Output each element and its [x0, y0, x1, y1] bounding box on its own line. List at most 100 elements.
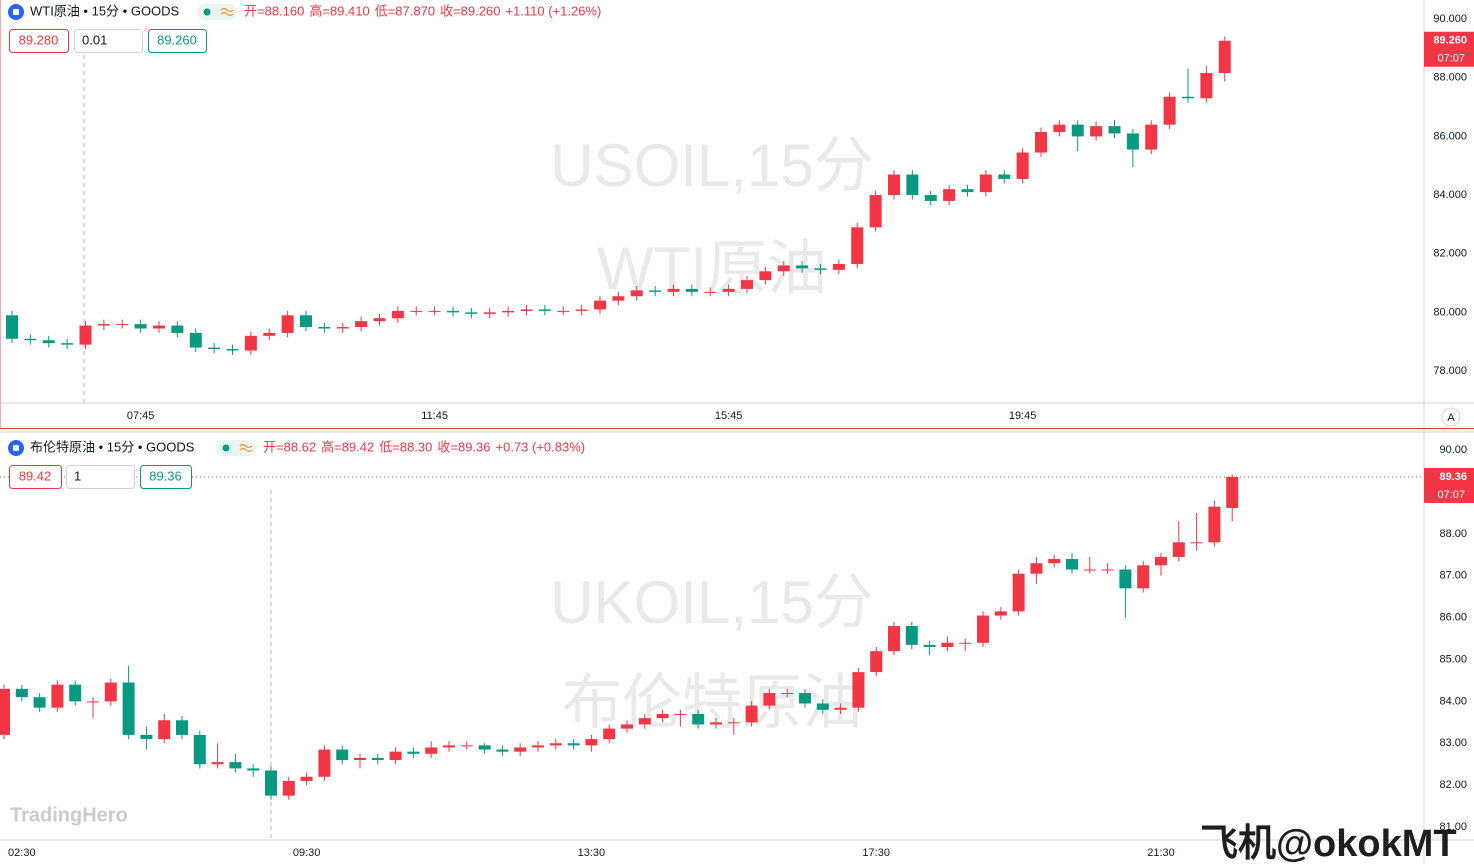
candle-body [674, 713, 687, 715]
candle-body [567, 743, 580, 746]
candle-body [410, 310, 423, 312]
x-tick-label: 21:30 [1147, 847, 1175, 859]
candle-body [832, 263, 845, 270]
candle-body [226, 349, 239, 351]
candle-body [538, 309, 551, 311]
candle-body [941, 642, 954, 647]
ohlc-value: 低=88.30 [379, 439, 432, 454]
candle-body [51, 684, 64, 708]
candle-body [140, 734, 153, 740]
candle-body [116, 324, 129, 326]
order-sell-label[interactable]: 89.42 [19, 468, 52, 483]
candle-body [6, 315, 18, 339]
order-buy-label[interactable]: 89.36 [149, 468, 182, 483]
candle-body [318, 327, 331, 329]
candle-body [465, 312, 478, 314]
x-tick-label: 19:45 [1009, 410, 1037, 422]
status-wave [220, 7, 234, 17]
candle-body [447, 310, 459, 313]
candle-body [1053, 124, 1066, 132]
candle-body [211, 762, 224, 765]
candle-body [1208, 506, 1221, 543]
candle-body [638, 718, 651, 725]
candle-body [104, 682, 117, 702]
candle-body [336, 749, 349, 761]
last-price-box [1424, 31, 1474, 67]
symbol-title: WTI原油 • 15分 • GOODS [30, 3, 180, 18]
ohlc-value: +1.110 (+1.26%) [505, 3, 601, 18]
watermark: UKOIL,15分 [550, 569, 873, 636]
order-qty-label[interactable]: 1 [74, 468, 81, 483]
y-tick-label: 85.00 [1439, 653, 1467, 665]
order-qty-label[interactable]: 0.01 [82, 32, 107, 47]
candle-body [153, 325, 165, 329]
candle-body [318, 749, 331, 777]
candle-body [557, 310, 570, 312]
candle-body [814, 268, 827, 270]
candle-body [979, 174, 992, 193]
symbol-title: 布伦特原油 • 15分 • GOODS [30, 439, 195, 454]
candle-body [520, 309, 533, 311]
candle-body [371, 757, 384, 761]
candle-body [281, 315, 294, 333]
candle-body [1145, 124, 1158, 150]
order-qty-box[interactable] [74, 29, 143, 53]
y-tick-label: 88.00 [1439, 528, 1467, 540]
candle-body [888, 174, 900, 196]
order-buy-label[interactable]: 89.260 [157, 32, 197, 47]
candle-body [621, 724, 633, 729]
candle-body [69, 684, 82, 702]
ohlc-value: +0.73 (+0.83%) [496, 439, 586, 454]
order-qty-box[interactable] [66, 465, 135, 489]
symbol-icon-inner [13, 445, 19, 451]
watermark: USOIL,15分 [550, 132, 873, 199]
candle-body [483, 312, 496, 314]
y-tick-label: 78.000 [1433, 365, 1467, 377]
ohlc-value: 开=88.62 [263, 439, 316, 454]
candle-body [1016, 152, 1029, 179]
candle-body [502, 310, 515, 313]
order-buy-box[interactable] [140, 465, 192, 489]
candle-body [265, 770, 277, 796]
candle-body [15, 688, 28, 698]
candle-body [870, 651, 883, 673]
candle-body [407, 751, 420, 754]
candle-body [0, 688, 10, 735]
y-tick-label: 87.00 [1439, 570, 1467, 582]
y-tick-label: 86.000 [1433, 130, 1467, 142]
candle-body [134, 324, 147, 329]
y-tick-label: 90.00 [1439, 444, 1467, 456]
candle-body [710, 722, 722, 725]
last-price-label: 89.36 [1439, 471, 1467, 483]
candle-body [692, 713, 705, 725]
candle-body [888, 626, 900, 652]
order-sell-box[interactable] [9, 465, 62, 489]
candle-body [300, 776, 313, 781]
candle-body [1090, 126, 1103, 137]
candle-body [478, 745, 491, 750]
y-tick-label: 83.00 [1439, 737, 1467, 749]
last-price-label: 89.260 [1433, 35, 1467, 47]
candle-body [42, 340, 55, 344]
y-tick-label: 80.000 [1433, 306, 1467, 318]
candle-body [630, 290, 643, 297]
candle-body [1071, 124, 1084, 137]
candle-body [745, 705, 758, 723]
candle-body [1155, 556, 1167, 566]
y-tick-label: 84.00 [1439, 695, 1467, 707]
order-sell-label[interactable]: 89.280 [19, 32, 59, 47]
auto-scale-button[interactable] [1441, 407, 1461, 427]
candle-body [1182, 96, 1194, 99]
y-tick-label: 90.000 [1433, 13, 1467, 25]
candle-body [667, 288, 680, 292]
candle-body [603, 728, 616, 740]
candle-body [189, 332, 202, 348]
candle-body [906, 174, 919, 196]
candle-body [208, 347, 221, 350]
candle-body [905, 626, 918, 645]
order-sell-box[interactable] [9, 29, 69, 53]
y-tick-label: 88.000 [1433, 72, 1467, 84]
order-buy-box[interactable] [148, 29, 207, 53]
auto-scale-label[interactable]: A [1447, 412, 1455, 424]
candle-body [1126, 133, 1139, 150]
